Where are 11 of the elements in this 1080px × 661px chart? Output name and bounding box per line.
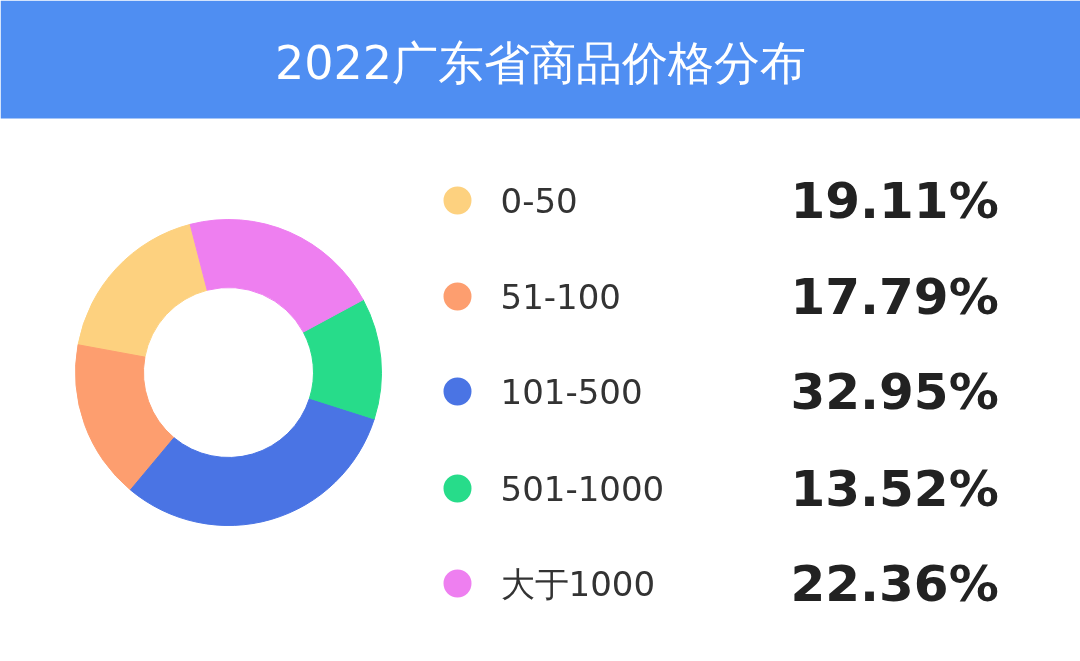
legend-label: 大于1000 — [500, 563, 656, 604]
data-label: 13.52% — [790, 459, 999, 518]
data-label: 17.79% — [790, 267, 999, 326]
legend-label: 0-50 — [500, 181, 578, 221]
data-label: 19.11% — [790, 171, 999, 230]
data-label: 22.36% — [790, 554, 999, 613]
data-label: 32.95% — [790, 362, 999, 421]
legend-label: 51-100 — [500, 277, 621, 317]
legend-label: 501-1000 — [500, 469, 665, 509]
legend-label: 101-500 — [500, 372, 643, 412]
chart-title: 2022广东省商品价格分布 — [274, 35, 807, 90]
